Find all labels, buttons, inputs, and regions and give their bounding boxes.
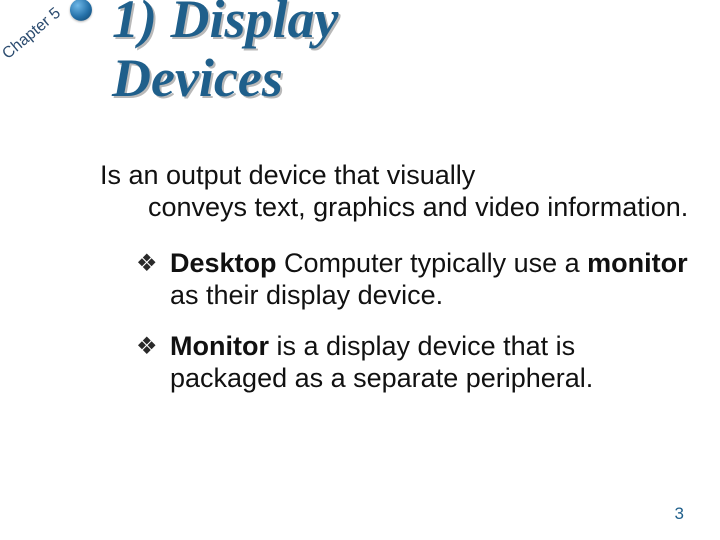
bullet-text: Monitor is a display device that is pack… xyxy=(170,331,593,393)
intro-rest: conveys text, graphics and video informa… xyxy=(100,192,690,224)
intro-line1: Is an output device that visually xyxy=(100,160,690,192)
chapter-badge: Chapter 5 xyxy=(0,0,96,97)
list-item: Monitor is a display device that is pack… xyxy=(136,331,690,395)
page-number: 3 xyxy=(675,504,684,524)
title-text: 1) Display Devices xyxy=(112,0,338,109)
bullet-list: Desktop Computer typically use a monitor… xyxy=(100,248,690,395)
slide-title: 1) Display Devices 1) Display Devices xyxy=(112,0,338,109)
list-item: Desktop Computer typically use a monitor… xyxy=(136,248,690,312)
bullet-text: Desktop Computer typically use a monitor… xyxy=(170,248,688,310)
slide-body: Is an output device that visually convey… xyxy=(100,160,690,415)
intro-paragraph: Is an output device that visually convey… xyxy=(100,160,690,224)
chapter-label: Chapter 5 xyxy=(0,5,65,64)
chapter-bullet-icon xyxy=(70,0,92,21)
slide: Chapter 5 1) Display Devices 1) Display … xyxy=(0,0,720,540)
